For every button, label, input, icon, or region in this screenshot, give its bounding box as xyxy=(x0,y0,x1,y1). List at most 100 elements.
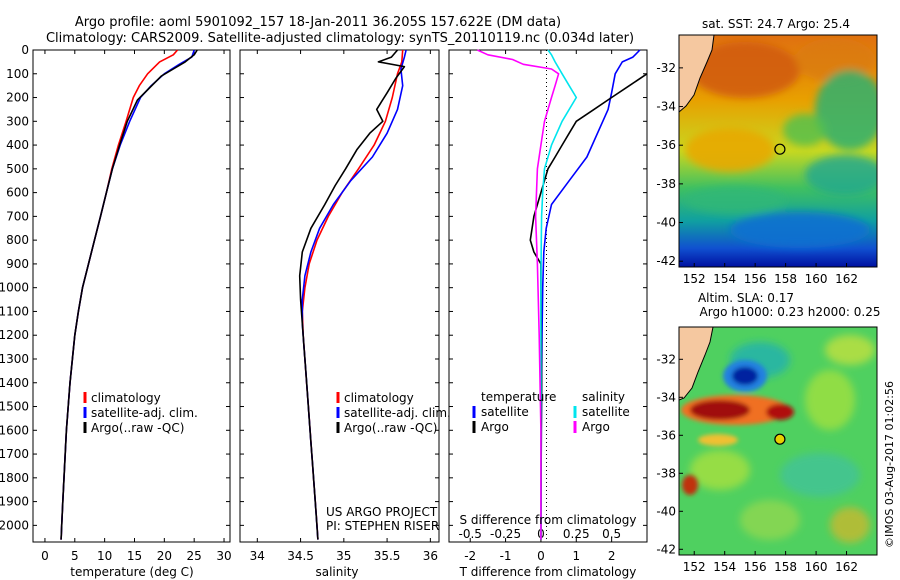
legend-label-t-satellite: satellite xyxy=(481,405,529,419)
series-line-salinity-satellite xyxy=(540,49,578,540)
sla-map-lat-axis: -32 -34 -36 -38 -40 -42 xyxy=(656,352,683,556)
x-tick-label: 5 xyxy=(71,549,79,563)
difference-series xyxy=(476,49,648,540)
depth-tick-label: 1200 xyxy=(0,328,29,342)
lat-tick-label: -32 xyxy=(656,61,676,75)
depth-tick-label: 300 xyxy=(6,114,29,128)
depth-tick-label: 1100 xyxy=(0,304,29,318)
lat-tick-label: -34 xyxy=(656,100,676,114)
t-diff-xlabel: T difference from climatology xyxy=(459,565,637,579)
x-tick-label: -2 xyxy=(464,549,476,563)
series-line-salinity-argo xyxy=(476,49,560,540)
lat-tick-label: -34 xyxy=(656,390,676,404)
x-tick-label: 0 xyxy=(537,549,545,563)
lon-tick-label: 158 xyxy=(774,272,797,286)
lon-tick-label: 152 xyxy=(683,560,706,574)
lon-tick-label: 156 xyxy=(744,272,767,286)
sst-map-lat-axis: -32 -34 -36 -38 -40 -42 xyxy=(656,61,683,268)
lon-tick-label: 162 xyxy=(835,560,858,574)
depth-tick-label: 100 xyxy=(6,67,29,81)
depth-tick-label: 400 xyxy=(6,138,29,152)
depth-tick-label: 1700 xyxy=(0,447,29,461)
x-tick-label: 15 xyxy=(127,549,142,563)
series-line-temperature-argo xyxy=(529,73,648,540)
lon-tick-label: 154 xyxy=(713,272,736,286)
difference-xaxis: -2 -1 0 1 2-0.5 -0.25 0 0.25 0.5 xyxy=(459,50,621,563)
legend-label-climatology: climatology xyxy=(344,391,414,405)
lat-tick-label: -32 xyxy=(656,352,676,366)
depth-tick-label: 800 xyxy=(6,233,29,247)
x-tick-label: 2 xyxy=(608,549,616,563)
sla-map-subtitle: Argo h1000: 0.23 h2000: 0.25 xyxy=(700,305,881,319)
sla-coastline xyxy=(679,327,714,401)
lon-tick-label: 154 xyxy=(713,560,736,574)
legend-label-t-argo: Argo xyxy=(481,420,509,434)
lat-tick-label: -40 xyxy=(656,216,676,230)
pi-text: PI: STEPHEN RISER xyxy=(326,519,439,533)
series-line-climatology xyxy=(301,49,404,540)
sla-map-title: Altim. SLA: 0.17 xyxy=(698,291,794,305)
depth-tick-label: 0 xyxy=(21,43,29,57)
depth-tick-label: 1600 xyxy=(0,423,29,437)
s-tick-label: -0.25 xyxy=(490,527,521,541)
temperature-legend: climatology satellite-adj. clim. Argo(..… xyxy=(83,391,198,435)
salinity-panel: 34 34.5 35 35.5 36 salinity climatology sate… xyxy=(239,49,451,579)
lat-tick-label: -36 xyxy=(656,428,676,442)
legend-label-satellite: satellite-adj. clim. xyxy=(91,406,198,420)
lat-tick-label: -42 xyxy=(656,254,676,268)
x-tick-label: 34 xyxy=(250,549,265,563)
salinity-frame xyxy=(239,49,440,543)
temperature-series xyxy=(60,49,198,540)
lat-tick-label: -42 xyxy=(656,542,676,556)
legend-label-climatology: climatology xyxy=(91,391,161,405)
legend-label-s-satellite: satellite xyxy=(582,405,630,419)
x-tick-label: -1 xyxy=(500,549,512,563)
difference-depth-ticks xyxy=(449,49,647,526)
sst-map-panel: sat. SST: 24.7 Argo: 25.4 152 154 156 158 16… xyxy=(656,17,878,286)
sla-argo-location-marker xyxy=(774,433,786,445)
lon-tick-label: 162 xyxy=(835,272,858,286)
lat-tick-label: -38 xyxy=(656,177,676,191)
temperature-xaxis: 0 5 10 15 20 25 30 xyxy=(41,50,232,563)
depth-tick-label: 1500 xyxy=(0,400,29,414)
x-tick-label: 34.5 xyxy=(287,549,314,563)
lon-tick-label: 152 xyxy=(683,272,706,286)
salinity-series xyxy=(298,49,407,540)
depth-tick-label: 1800 xyxy=(0,471,29,485)
depth-tick-label: 600 xyxy=(6,186,29,200)
sst-map-title: sat. SST: 24.7 Argo: 25.4 xyxy=(702,17,850,31)
x-tick-label: 35.5 xyxy=(374,549,401,563)
depth-tick-label: 700 xyxy=(6,209,29,223)
legend-label-satellite: satellite-adj. clim. xyxy=(344,406,451,420)
salinity-xlabel: salinity xyxy=(315,565,358,579)
sla-map-frame xyxy=(678,326,878,556)
lat-tick-label: -38 xyxy=(656,466,676,480)
depth-tick-label: 1900 xyxy=(0,495,29,509)
x-tick-label: 20 xyxy=(157,549,172,563)
salinity-legend: climatology satellite-adj. clim. Argo(..… xyxy=(336,391,451,435)
s-tick-label: 0.5 xyxy=(602,527,621,541)
depth-tick-label: 2000 xyxy=(0,518,29,532)
depth-tick-label: 1400 xyxy=(0,376,29,390)
lon-tick-label: 158 xyxy=(774,560,797,574)
x-tick-label: 1 xyxy=(572,549,580,563)
depth-tick-label: 200 xyxy=(6,91,29,105)
difference-frame xyxy=(448,49,648,543)
sst-argo-location-marker xyxy=(774,143,786,155)
sst-map-lon-axis: 152 154 156 158 160 162 xyxy=(683,263,858,286)
series-line-argo-raw-qc- xyxy=(60,49,198,540)
legend-label-argo: Argo(..raw -QC) xyxy=(344,421,437,435)
s-tick-label: -0.5 xyxy=(459,527,482,541)
series-line-argo-raw-qc- xyxy=(298,49,406,540)
depth-tick-label: 1000 xyxy=(0,281,29,295)
depth-tick-label: 900 xyxy=(6,257,29,271)
lon-tick-label: 156 xyxy=(744,560,767,574)
legend-label-argo: Argo(..raw -QC) xyxy=(91,421,184,435)
legend-label-s-argo: Argo xyxy=(582,420,610,434)
depth-tick-label: 1300 xyxy=(0,352,29,366)
sla-map-panel: Altim. SLA: 0.17 Argo h1000: 0.23 h2000:… xyxy=(656,291,880,574)
difference-legend: temperature satellite Argo salinity sate… xyxy=(472,390,630,434)
x-tick-label: 35 xyxy=(336,549,351,563)
series-line-satellite-adj-clim- xyxy=(301,49,407,540)
legend-header-salinity: salinity xyxy=(582,390,625,404)
